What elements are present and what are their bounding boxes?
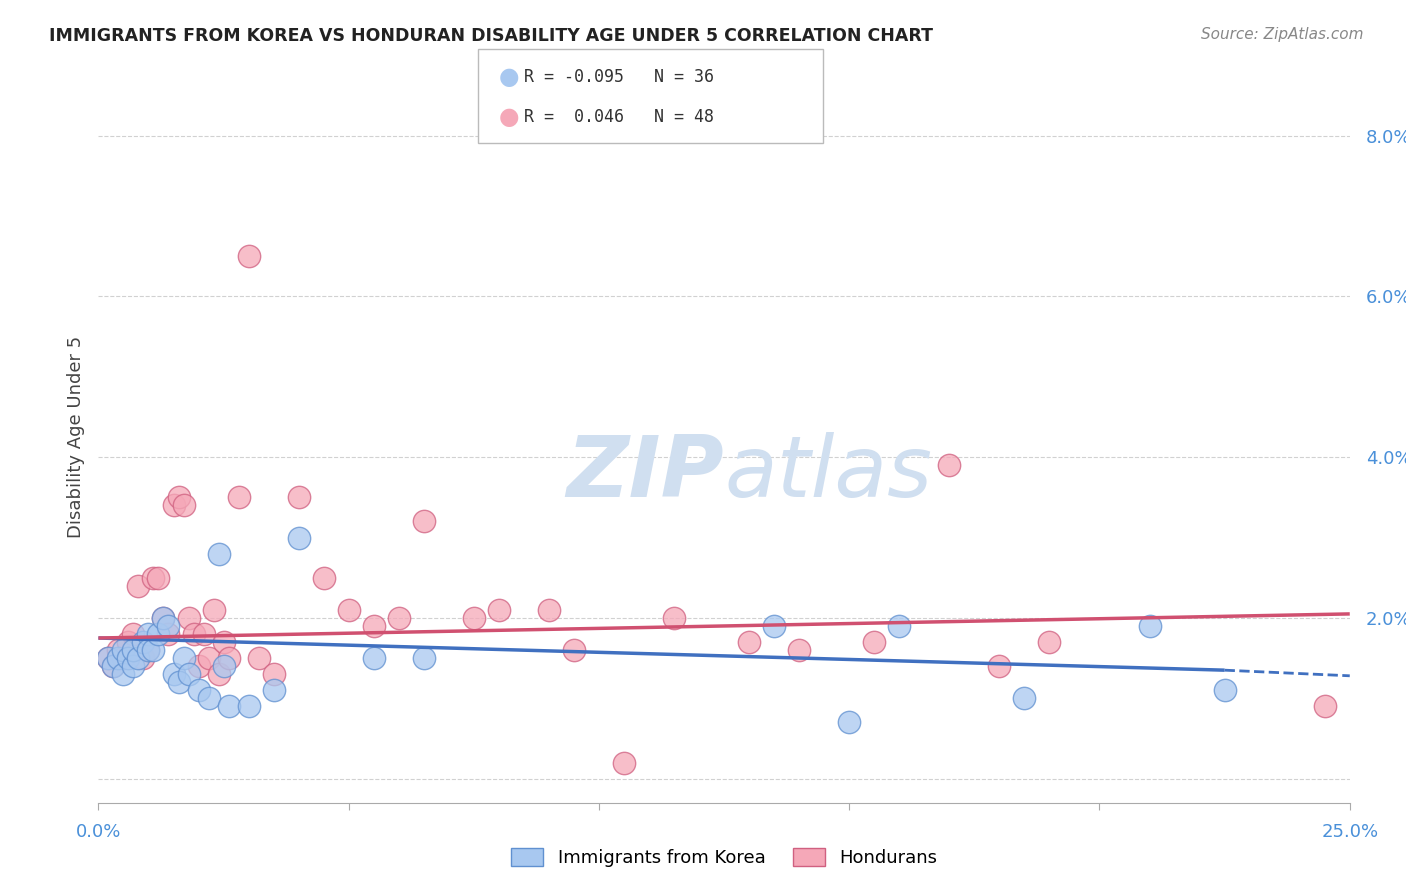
Point	[218, 699, 240, 714]
Point	[738, 635, 761, 649]
Point	[157, 619, 180, 633]
Point	[152, 611, 174, 625]
Point	[337, 603, 360, 617]
Text: R = -0.095   N = 36: R = -0.095 N = 36	[524, 69, 714, 87]
Point	[142, 643, 165, 657]
Point	[117, 651, 139, 665]
Point	[287, 491, 309, 505]
Point	[412, 651, 434, 665]
Point	[187, 683, 209, 698]
Point	[388, 611, 411, 625]
Point	[97, 651, 120, 665]
Point	[863, 635, 886, 649]
Point	[197, 691, 219, 706]
Point	[537, 603, 560, 617]
Point	[662, 611, 685, 625]
Text: 25.0%: 25.0%	[1322, 823, 1378, 841]
Point	[112, 667, 135, 681]
Point	[112, 651, 135, 665]
Point	[107, 651, 129, 665]
Point	[122, 659, 145, 673]
Point	[1313, 699, 1336, 714]
Point	[463, 611, 485, 625]
Point	[193, 627, 215, 641]
Point	[763, 619, 786, 633]
Point	[103, 659, 125, 673]
Point	[228, 491, 250, 505]
Point	[148, 627, 170, 641]
Point	[127, 579, 149, 593]
Point	[97, 651, 120, 665]
Point	[157, 627, 180, 641]
Point	[132, 651, 155, 665]
Point	[117, 635, 139, 649]
Y-axis label: Disability Age Under 5: Disability Age Under 5	[66, 336, 84, 538]
Point	[107, 643, 129, 657]
Point	[212, 659, 235, 673]
Point	[173, 651, 195, 665]
Text: ●: ●	[499, 65, 520, 89]
Point	[162, 499, 184, 513]
Legend: Immigrants from Korea, Hondurans: Immigrants from Korea, Hondurans	[503, 840, 945, 874]
Point	[202, 603, 225, 617]
Point	[613, 756, 636, 770]
Point	[238, 699, 260, 714]
Point	[122, 627, 145, 641]
Text: IMMIGRANTS FROM KOREA VS HONDURAN DISABILITY AGE UNDER 5 CORRELATION CHART: IMMIGRANTS FROM KOREA VS HONDURAN DISABI…	[49, 27, 934, 45]
Point	[838, 715, 860, 730]
Text: R =  0.046   N = 48: R = 0.046 N = 48	[524, 108, 714, 126]
Text: 0.0%: 0.0%	[76, 823, 121, 841]
Point	[1139, 619, 1161, 633]
Text: ZIP: ZIP	[567, 432, 724, 516]
Point	[287, 531, 309, 545]
Point	[122, 643, 145, 657]
Point	[312, 571, 335, 585]
Point	[197, 651, 219, 665]
Point	[167, 491, 190, 505]
Point	[112, 643, 135, 657]
Point	[173, 499, 195, 513]
Point	[889, 619, 911, 633]
Point	[187, 659, 209, 673]
Point	[988, 659, 1011, 673]
Point	[138, 627, 160, 641]
Point	[138, 643, 160, 657]
Text: atlas: atlas	[724, 432, 932, 516]
Point	[238, 249, 260, 263]
Point	[103, 659, 125, 673]
Point	[132, 635, 155, 649]
Point	[162, 667, 184, 681]
Point	[938, 458, 960, 473]
Point	[562, 643, 585, 657]
Point	[247, 651, 270, 665]
Point	[177, 667, 200, 681]
Point	[263, 683, 285, 698]
Text: ●: ●	[499, 105, 520, 129]
Point	[1213, 683, 1236, 698]
Point	[363, 651, 385, 665]
Point	[152, 611, 174, 625]
Point	[207, 667, 229, 681]
Point	[148, 571, 170, 585]
Point	[488, 603, 510, 617]
Point	[167, 675, 190, 690]
Point	[207, 547, 229, 561]
Point	[787, 643, 810, 657]
Point	[218, 651, 240, 665]
Point	[127, 651, 149, 665]
Point	[142, 571, 165, 585]
Point	[263, 667, 285, 681]
Point	[138, 643, 160, 657]
Point	[212, 635, 235, 649]
Point	[177, 611, 200, 625]
Point	[1038, 635, 1060, 649]
Text: Source: ZipAtlas.com: Source: ZipAtlas.com	[1201, 27, 1364, 42]
Point	[1014, 691, 1036, 706]
Point	[183, 627, 205, 641]
Point	[363, 619, 385, 633]
Point	[412, 515, 434, 529]
